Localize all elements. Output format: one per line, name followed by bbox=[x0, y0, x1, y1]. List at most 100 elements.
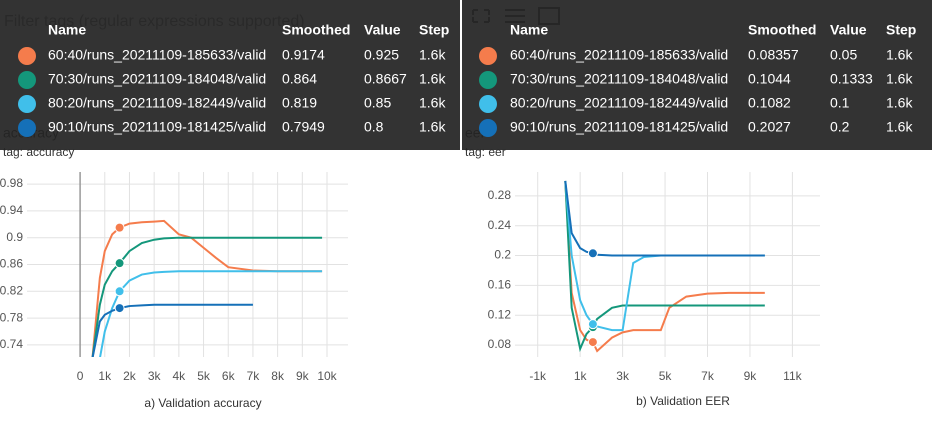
legend-swatch bbox=[479, 71, 497, 89]
cell-value: 0.85 bbox=[364, 95, 391, 111]
plot-area bbox=[564, 180, 765, 353]
plot-area bbox=[91, 219, 323, 357]
y-tick-label: 0.12 bbox=[488, 307, 512, 321]
hover-marker bbox=[587, 337, 598, 348]
y-tick-label: 0.28 bbox=[488, 188, 512, 202]
legend-swatch bbox=[18, 47, 36, 65]
hover-marker bbox=[114, 303, 125, 314]
legend-swatch bbox=[18, 71, 36, 89]
series-name: 60:40/runs_20211109-185633/valid bbox=[48, 47, 266, 63]
y-tick-label: 0.16 bbox=[488, 278, 512, 292]
column-header: Value bbox=[364, 22, 401, 38]
y-tick-label: 0.86 bbox=[0, 257, 23, 271]
cell-smoothed: 0.1082 bbox=[748, 95, 791, 111]
cell-value: 0.8667 bbox=[364, 71, 407, 87]
column-header: Smoothed bbox=[748, 22, 816, 38]
cell-smoothed: 0.864 bbox=[282, 71, 317, 87]
x-tick-label: 10k bbox=[317, 369, 337, 383]
series-line bbox=[91, 303, 253, 357]
cell-value: 0.925 bbox=[364, 47, 399, 63]
x-tick-label: 1k bbox=[574, 369, 588, 383]
cell-step: 1.6k bbox=[419, 119, 446, 135]
y-tick-label: 0.2 bbox=[494, 248, 511, 262]
legend-swatch bbox=[479, 119, 497, 137]
caption: a) Validation accuracy bbox=[144, 396, 261, 410]
y-tick-label: 0.74 bbox=[0, 337, 23, 351]
x-tick-label: 6k bbox=[222, 369, 236, 383]
series-line bbox=[91, 219, 323, 357]
y-tick-label: 0.82 bbox=[0, 283, 23, 297]
tooltip: Name Smoothed Value Step 60:40/runs_20211109… bbox=[0, 0, 460, 150]
x-tick-label: 11k bbox=[783, 369, 802, 383]
cell-smoothed: 0.2027 bbox=[748, 119, 791, 135]
x-tick-label: 5k bbox=[197, 369, 211, 383]
legend-swatch bbox=[479, 95, 497, 113]
legend-swatch bbox=[18, 119, 36, 137]
cell-smoothed: 0.08357 bbox=[748, 47, 799, 63]
cell-smoothed: 0.1044 bbox=[748, 71, 791, 87]
hover-marker bbox=[114, 258, 125, 269]
cell-step: 1.6k bbox=[886, 71, 913, 87]
x-tick-label: 5k bbox=[659, 369, 673, 383]
x-tick-label: 7k bbox=[247, 369, 261, 383]
series-line bbox=[564, 180, 765, 257]
x-tick-label: 1k bbox=[98, 369, 112, 383]
y-tick-label: 0.08 bbox=[488, 337, 512, 351]
x-tick-label: 7k bbox=[701, 369, 715, 383]
y-tick-label: 0.9 bbox=[6, 230, 23, 244]
cell-value: 0.05 bbox=[830, 47, 857, 63]
x-tick-label: 0 bbox=[77, 369, 84, 383]
x-tick-label: 3k bbox=[148, 369, 162, 383]
column-header: Smoothed bbox=[282, 22, 350, 38]
hover-marker bbox=[587, 248, 598, 259]
y-tick-label: 0.94 bbox=[0, 203, 23, 217]
cell-value: 0.2 bbox=[830, 119, 850, 135]
series-name: 70:30/runs_20211109-184048/valid bbox=[48, 71, 266, 87]
cell-value: 0.1 bbox=[830, 95, 850, 111]
series-name: 80:20/runs_20211109-182449/valid bbox=[48, 95, 266, 111]
cell-value: 0.1333 bbox=[830, 71, 873, 87]
series-name: 70:30/runs_20211109-184048/valid bbox=[510, 71, 728, 87]
column-header: Name bbox=[48, 22, 86, 38]
y-tick-label: 0.98 bbox=[0, 176, 23, 190]
series-name: 60:40/runs_20211109-185633/valid bbox=[510, 47, 728, 63]
column-header: Step bbox=[419, 22, 449, 38]
caption: b) Validation EER bbox=[636, 394, 730, 408]
x-tick-label: 4k bbox=[173, 369, 187, 383]
column-header: Step bbox=[886, 22, 916, 38]
hover-marker bbox=[114, 222, 125, 233]
y-tick-label: 0.24 bbox=[488, 218, 512, 232]
tooltip-bg bbox=[462, 0, 932, 150]
cell-step: 1.6k bbox=[419, 95, 446, 111]
series-line bbox=[91, 236, 323, 357]
series-line bbox=[564, 180, 765, 353]
cell-step: 1.6k bbox=[886, 95, 913, 111]
cell-step: 1.6k bbox=[886, 119, 913, 135]
tooltip: Name Smoothed Value Step 60:40/runs_20211109… bbox=[462, 0, 932, 150]
hover-marker bbox=[114, 286, 125, 297]
y-tick-label: 0.78 bbox=[0, 310, 23, 324]
x-tick-label: 9k bbox=[744, 369, 758, 383]
cell-smoothed: 0.9174 bbox=[282, 47, 325, 63]
series-line bbox=[99, 270, 323, 357]
cell-step: 1.6k bbox=[419, 71, 446, 87]
x-tick-label: 9k bbox=[296, 369, 310, 383]
x-tick-label: 2k bbox=[123, 369, 137, 383]
tooltip-bg bbox=[0, 0, 460, 150]
cell-step: 1.6k bbox=[886, 47, 913, 63]
x-tick-label: 3k bbox=[616, 369, 630, 383]
cell-step: 1.6k bbox=[419, 47, 446, 63]
series-name: 90:10/runs_20211109-181425/valid bbox=[48, 119, 266, 135]
series-name: 90:10/runs_20211109-181425/valid bbox=[510, 119, 728, 135]
legend-swatch bbox=[18, 95, 36, 113]
x-tick-label: 8k bbox=[271, 369, 285, 383]
legend-swatch bbox=[479, 47, 497, 65]
hover-marker bbox=[587, 319, 598, 330]
series-line bbox=[564, 180, 765, 353]
cell-smoothed: 0.819 bbox=[282, 95, 317, 111]
x-tick-label: -1k bbox=[529, 369, 547, 383]
cell-smoothed: 0.7949 bbox=[282, 119, 325, 135]
series-name: 80:20/runs_20211109-182449/valid bbox=[510, 95, 728, 111]
cell-value: 0.8 bbox=[364, 119, 384, 135]
